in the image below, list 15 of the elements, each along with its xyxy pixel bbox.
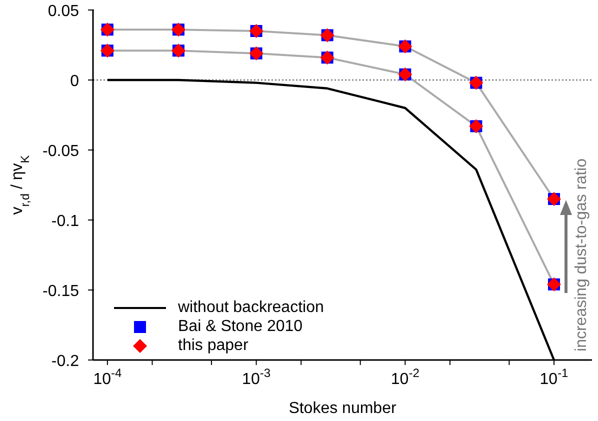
legend-label: this paper [178,336,248,354]
x-tick-label: 10$^{-3}$ [242,366,271,388]
annotation: increasing dust-to-gas ratio [573,158,590,352]
y-tick-label: -0.2 [51,353,80,370]
legend-label: without backreaction [178,298,324,316]
legend-label: Bai & Stone 2010 [178,318,303,336]
y-tick-label: -0.1 [51,213,80,230]
x-tick-label: 10$^{-4}$ [93,366,122,388]
y-tick-label: 0.05 [48,3,80,20]
x-tick-label: 10$^{-1}$ [540,366,569,388]
y-tick-label: 0 [70,73,80,90]
x-axis-title: Stokes number [288,400,397,417]
y-tick-label: -0.05 [42,143,80,160]
x-tick-label: 10$^{-2}$ [390,366,420,388]
y-tick-label: -0.15 [42,283,80,300]
